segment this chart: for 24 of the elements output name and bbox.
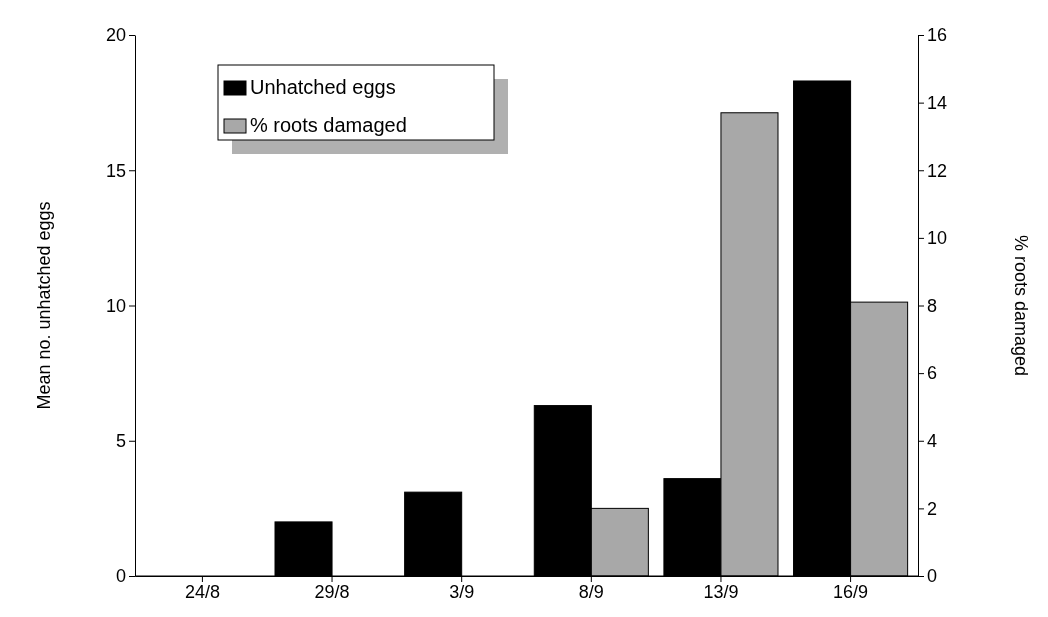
y-tick-label: 15 — [105, 160, 126, 181]
y-tick-label: 0 — [115, 566, 126, 587]
y2-tick-label: 2 — [927, 498, 938, 519]
y2-tick-label: 8 — [927, 295, 938, 316]
y2-tick-label: 16 — [927, 25, 948, 46]
x-tick-label: 8/9 — [578, 581, 604, 602]
y2-tick-label: 12 — [927, 160, 948, 181]
y2-tick-label: 6 — [927, 363, 938, 384]
y-tick-label: 10 — [105, 295, 126, 316]
x-tick-label: 24/8 — [184, 581, 220, 602]
y2-axis-title: % roots damaged — [1011, 234, 1031, 377]
y2-tick-label: 10 — [927, 228, 948, 249]
y2-tick-label: 4 — [927, 431, 938, 452]
y2-tick-label: 14 — [927, 92, 948, 113]
y-tick-label: 20 — [105, 25, 126, 46]
y-tick-label: 5 — [115, 431, 126, 452]
x-tick-label: 29/8 — [314, 581, 350, 602]
y2-tick-label: 0 — [927, 566, 938, 587]
y-axis-title: Mean no. unhatched eggs — [34, 201, 54, 410]
x-tick-label: 3/9 — [449, 581, 475, 602]
legend-label: % roots damaged — [250, 114, 407, 136]
x-tick-label: 16/9 — [833, 581, 869, 602]
x-tick-label: 13/9 — [703, 581, 739, 602]
legend-label: Unhatched eggs — [250, 76, 396, 98]
